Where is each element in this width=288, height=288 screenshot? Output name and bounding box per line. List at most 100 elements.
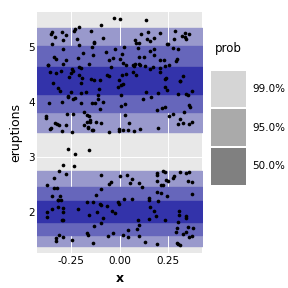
- Point: [146, 196, 151, 200]
- Point: [144, 90, 148, 94]
- Point: [186, 179, 190, 184]
- Point: [52, 54, 56, 59]
- Point: [126, 228, 130, 232]
- Point: [186, 93, 190, 98]
- Point: [90, 128, 95, 132]
- Point: [112, 16, 116, 20]
- Point: [95, 210, 100, 215]
- Point: [125, 234, 130, 239]
- Point: [165, 194, 170, 198]
- Point: [86, 213, 91, 217]
- Point: [101, 99, 105, 104]
- Point: [184, 214, 188, 218]
- Point: [45, 209, 49, 214]
- Point: [124, 72, 128, 77]
- Point: [73, 27, 77, 31]
- Point: [64, 58, 68, 62]
- Point: [107, 73, 111, 78]
- Point: [137, 181, 141, 185]
- Point: [173, 230, 178, 234]
- Point: [172, 37, 176, 41]
- Point: [90, 199, 95, 204]
- Point: [121, 196, 126, 201]
- Point: [154, 214, 158, 219]
- Point: [99, 187, 103, 192]
- Point: [155, 189, 160, 194]
- Point: [187, 234, 192, 239]
- Point: [75, 36, 79, 41]
- Point: [60, 205, 65, 210]
- Point: [155, 242, 160, 247]
- Point: [113, 211, 117, 216]
- Point: [176, 242, 181, 247]
- Point: [132, 128, 136, 133]
- Point: [78, 91, 83, 96]
- Point: [118, 57, 122, 61]
- Point: [177, 170, 182, 174]
- Point: [64, 32, 69, 37]
- Point: [54, 57, 58, 61]
- Point: [178, 79, 183, 83]
- Point: [101, 36, 105, 40]
- Point: [178, 243, 182, 247]
- Point: [180, 120, 185, 125]
- Point: [56, 205, 60, 209]
- Point: [141, 97, 146, 101]
- Point: [92, 223, 96, 228]
- Point: [158, 66, 162, 71]
- Point: [122, 45, 126, 50]
- Point: [56, 169, 61, 174]
- Point: [90, 44, 94, 49]
- Point: [131, 62, 136, 67]
- Point: [148, 39, 153, 43]
- Point: [143, 240, 147, 244]
- Point: [136, 223, 141, 228]
- Point: [104, 50, 109, 54]
- Point: [149, 95, 154, 99]
- Point: [145, 30, 150, 34]
- Point: [184, 171, 189, 176]
- Point: [85, 233, 90, 238]
- Point: [69, 90, 73, 94]
- Point: [64, 172, 69, 177]
- Point: [87, 148, 92, 153]
- Point: [145, 37, 149, 41]
- Point: [116, 200, 121, 204]
- Point: [79, 101, 84, 105]
- Point: [48, 126, 53, 130]
- Point: [76, 56, 81, 60]
- Point: [187, 170, 192, 175]
- Point: [120, 128, 125, 132]
- Point: [143, 64, 147, 69]
- Point: [61, 163, 66, 168]
- Point: [160, 105, 164, 110]
- Point: [160, 183, 165, 187]
- Point: [85, 125, 90, 130]
- Point: [46, 63, 51, 68]
- Point: [49, 32, 54, 37]
- Point: [137, 41, 141, 45]
- Point: [48, 127, 52, 132]
- Point: [79, 81, 83, 85]
- Point: [121, 82, 125, 86]
- Point: [98, 173, 103, 177]
- Point: [158, 57, 162, 62]
- Point: [190, 226, 195, 230]
- Point: [181, 74, 186, 78]
- Point: [60, 234, 65, 239]
- Point: [122, 113, 127, 118]
- Point: [71, 69, 75, 74]
- Point: [49, 207, 54, 211]
- Point: [124, 63, 129, 67]
- Point: [51, 176, 56, 181]
- Point: [56, 233, 61, 237]
- Point: [109, 180, 113, 185]
- Point: [106, 58, 111, 62]
- Point: [146, 197, 151, 202]
- Point: [90, 240, 95, 245]
- Point: [59, 69, 64, 73]
- Point: [86, 113, 91, 118]
- Point: [130, 197, 134, 202]
- Point: [187, 32, 192, 37]
- Point: [92, 39, 97, 44]
